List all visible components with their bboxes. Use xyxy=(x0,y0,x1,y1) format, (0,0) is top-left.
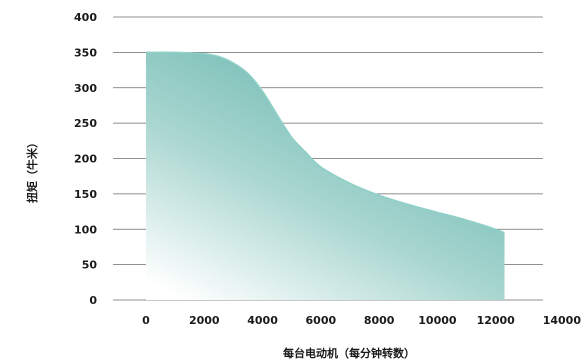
y-tick-label: 350 xyxy=(74,46,97,59)
x-tick-label: 2000 xyxy=(189,314,220,327)
y-tick-label: 250 xyxy=(74,117,97,130)
y-tick-label: 400 xyxy=(74,11,97,24)
x-tick-label: 6000 xyxy=(306,314,337,327)
y-tick-label: 50 xyxy=(82,259,98,272)
y-axis-ticks: 0 50 100 150 200 250 300 350 400 xyxy=(74,11,97,307)
x-tick-label: 8000 xyxy=(364,314,395,327)
torque-area xyxy=(146,52,505,301)
y-tick-label: 200 xyxy=(74,153,97,166)
x-tick-label: 12000 xyxy=(477,314,516,327)
y-tick-label: 100 xyxy=(74,223,97,236)
y-axis-title: 扭矩（牛米） xyxy=(25,137,39,203)
x-tick-label: 0 xyxy=(142,314,150,327)
x-axis-title: 每台电动机（每分钟转数） xyxy=(283,346,415,360)
y-tick-label: 300 xyxy=(74,82,97,95)
x-tick-label: 4000 xyxy=(247,314,278,327)
x-tick-label: 10000 xyxy=(418,314,457,327)
x-tick-label: 14000 xyxy=(543,314,581,327)
torque-curve xyxy=(145,51,505,234)
y-tick-label: 0 xyxy=(89,294,97,307)
y-tick-label: 150 xyxy=(74,188,97,201)
x-axis-ticks: 0 2000 4000 6000 8000 10000 12000 14000 xyxy=(142,314,581,327)
